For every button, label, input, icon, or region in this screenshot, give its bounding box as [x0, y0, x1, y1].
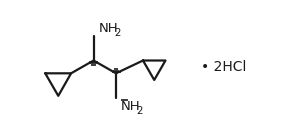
Text: NH: NH — [99, 22, 119, 35]
Text: 2: 2 — [115, 28, 121, 38]
Text: • 2HCl: • 2HCl — [201, 60, 246, 74]
Text: NH: NH — [121, 100, 141, 113]
Text: 2: 2 — [137, 106, 143, 116]
